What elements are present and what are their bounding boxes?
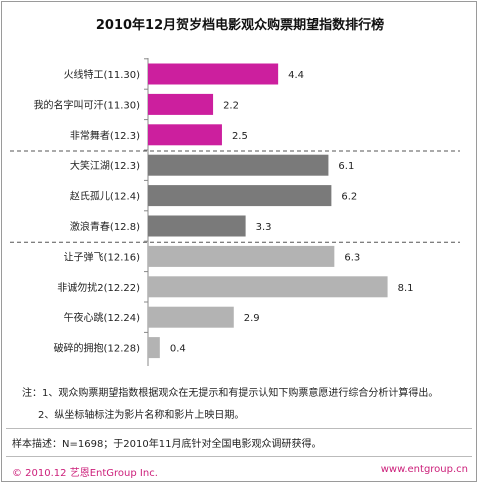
value-label: 6.1 [338, 161, 354, 172]
bar [148, 124, 222, 146]
note-2: 2、纵坐标轴标注为影片名称和影片上映日期。 [38, 410, 245, 421]
divider [6, 428, 472, 429]
category-label: 激浪青春(12.8) [70, 220, 140, 233]
category-label: 午夜心跳(12.24) [64, 311, 141, 324]
bar [148, 93, 214, 115]
copyright: © 2010.12 艺恩EntGroup Inc. [12, 468, 158, 479]
category-label: 非诚勿扰2(12.22) [57, 281, 140, 294]
bar [148, 185, 332, 207]
bar [148, 245, 335, 267]
notes: 注：1、观众购票期望指数根据观众在无提示和有提示认知下购票意愿进行综合分析计算得… [22, 383, 462, 427]
bar [148, 337, 160, 359]
value-label: 6.2 [341, 192, 357, 203]
note-1: 注：1、观众购票期望指数根据观众在无提示和有提示认知下购票意愿进行综合分析计算得… [22, 388, 439, 399]
bar [148, 215, 246, 237]
sample-description: 样本描述：N=1698；于2010年11月底针对全国电影观众调研获得。 [12, 439, 322, 450]
category-label: 我的名字叫可汗(11.30) [34, 98, 141, 111]
value-label: 2.2 [223, 100, 239, 111]
value-label: 4.4 [288, 70, 304, 81]
bar [148, 63, 279, 85]
bar-chart: 火线特工(11.30) 4.4 我的名字叫可汗(11.30) 2.2 非常舞者(12.3… [10, 58, 460, 366]
bar [148, 154, 329, 176]
divider [6, 456, 472, 457]
chart-title: 2010年12月贺岁档电影观众购票期望指数排行榜 [95, 18, 385, 33]
value-label: 6.3 [344, 252, 360, 263]
bar [148, 276, 388, 298]
category-label: 让子弹飞(12.16) [64, 250, 141, 263]
value-label: 0.4 [170, 344, 186, 355]
value-label: 8.1 [398, 283, 414, 294]
value-label: 2.9 [244, 313, 260, 324]
category-label: 破碎的拥抱(12.28) [54, 342, 141, 355]
value-label: 3.3 [256, 222, 272, 233]
category-label: 非常舞者(12.3) [70, 129, 140, 142]
value-label: 2.5 [232, 131, 248, 142]
category-label: 火线特工(11.30) [64, 68, 141, 81]
website-link[interactable]: www.entgroup.cn [380, 464, 468, 475]
bar [148, 306, 234, 328]
category-label: 大笑江湖(12.3) [70, 159, 140, 172]
category-label: 赵氏孤儿(12.4) [70, 190, 140, 203]
